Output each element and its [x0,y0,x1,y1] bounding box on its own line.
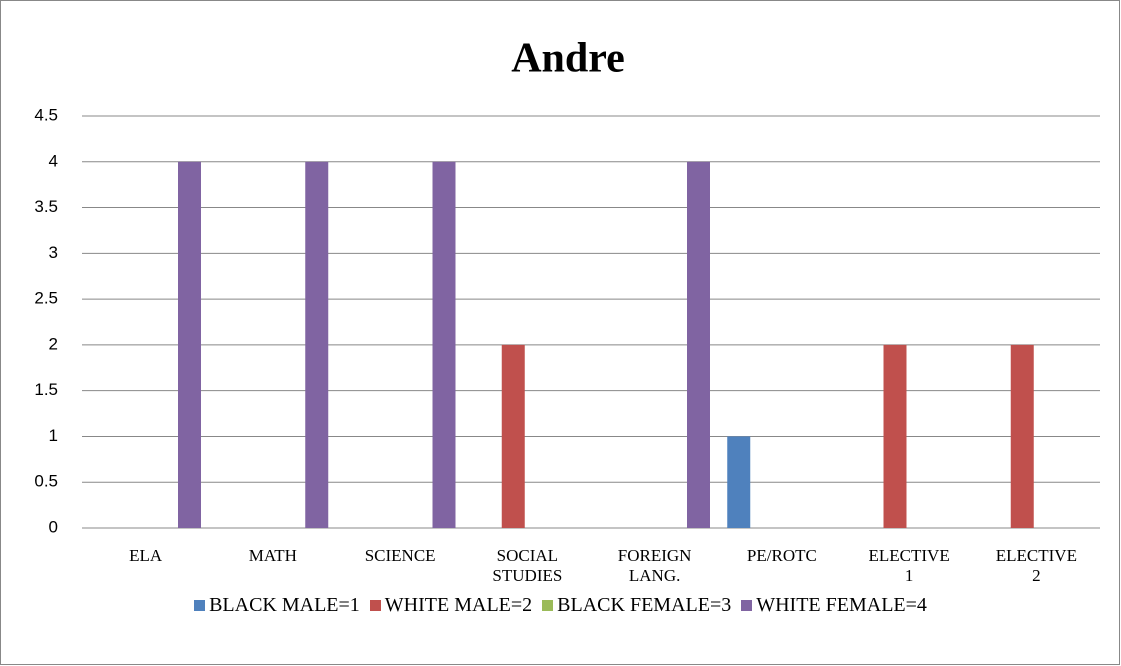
y-tick-label: 2.5 [34,289,58,308]
legend-label: BLACK FEMALE=3 [557,594,732,616]
bar [432,161,456,528]
y-tick-label: 1 [49,426,58,445]
x-tick-label: ELA [129,546,163,565]
bar [687,161,710,528]
y-tick-label: 3 [49,243,58,262]
x-tick-label: PE/ROTC [746,546,817,565]
bar [501,344,525,528]
x-tick-label: ELECTIVE 2 [995,546,1077,585]
x-tick-label: MATH [248,546,297,565]
legend-label: WHITE FEMALE=4 [756,594,927,616]
bar [727,436,751,528]
y-tick-label: 2 [49,334,58,353]
bar [883,344,907,528]
legend-swatch [542,600,554,611]
legend-swatch [194,600,206,611]
chart-title: Andre [511,36,625,82]
x-tick-label: FOREIGN LANG. [617,546,692,585]
bar [178,161,201,528]
x-tick-label: SCIENCE [364,546,436,565]
legend-item: WHITE FEMALE=4 [741,594,927,617]
legend-swatch [369,600,381,611]
bar [1010,344,1034,528]
y-tick-label: 0.5 [34,472,58,491]
y-tick-label: 4.5 [34,105,58,124]
legend: BLACK MALE=1 WHITE MALE=2 BLACK FEMALE=3 WH… [0,594,1121,617]
legend-label: WHITE MALE=2 [384,594,533,616]
y-tick-label: 3.5 [34,197,58,216]
legend-item: BLACK MALE=1 [194,594,360,617]
legend-item: BLACK FEMALE=3 [542,594,731,617]
x-tick-label: SOCIAL STUDIES [492,546,563,585]
y-tick-label: 4 [49,151,58,170]
x-tick-label: ELECTIVE 1 [868,546,950,585]
y-tick-label: 0 [49,517,58,536]
y-tick-label: 1.5 [34,380,58,399]
legend-swatch [741,600,753,611]
bar [305,161,329,528]
legend-label: BLACK MALE=1 [209,594,360,616]
legend-item: WHITE MALE=2 [369,594,533,617]
